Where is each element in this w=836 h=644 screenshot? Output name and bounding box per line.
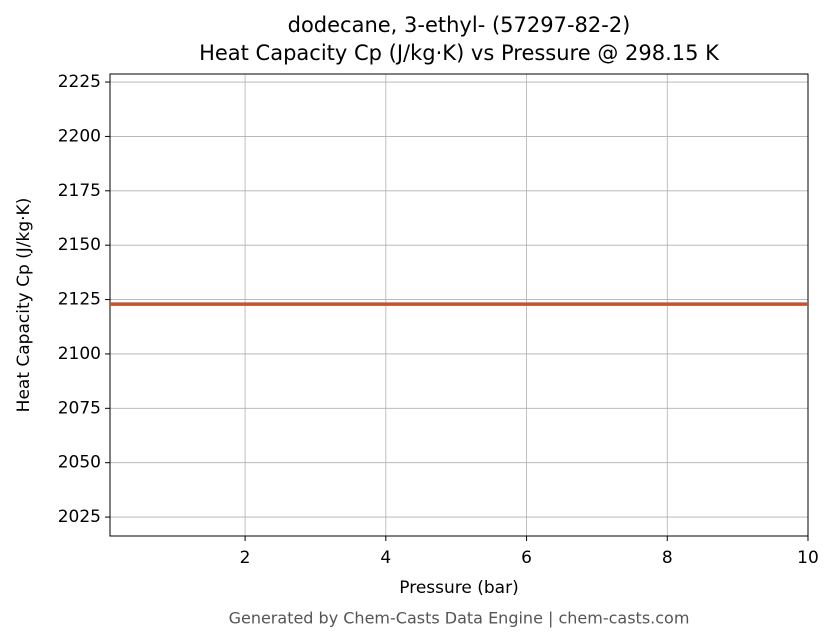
y-tick-label: 2125 [58,290,101,310]
x-tick-label: 2 [240,548,251,568]
x-tick-label: 4 [380,548,391,568]
footer: Generated by Chem-Casts Data Engine | ch… [229,609,690,628]
y-tick-label: 2200 [58,126,101,146]
y-tick-label: 2050 [58,453,101,473]
y-tick-label: 2150 [58,235,101,255]
chart-subtitle: Heat Capacity Cp (J/kg·K) vs Pressure @ … [199,41,720,65]
y-tick-label: 2100 [58,344,101,364]
y-tick-label: 2025 [58,507,101,527]
y-tick-label: 2225 [58,72,101,92]
x-tick-label: 10 [797,548,819,568]
x-tick-label: 6 [521,548,532,568]
y-tick-label: 2075 [58,398,101,418]
x-axis-label: Pressure (bar) [399,578,518,598]
y-axis-label: Heat Capacity Cp (J/kg·K) [14,198,34,413]
x-tick-label: 8 [662,548,673,568]
y-tick-label: 2175 [58,181,101,201]
chart-title: dodecane, 3-ethyl- (57297-82-2) [288,13,631,37]
